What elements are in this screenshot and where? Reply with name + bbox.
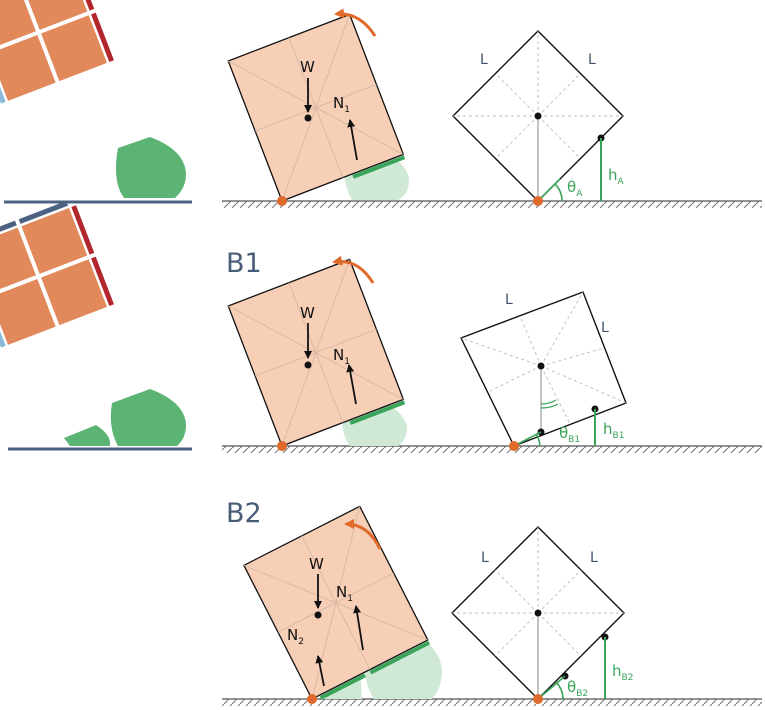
angle-arc [555, 681, 564, 700]
block-cell [0, 278, 56, 345]
rotation-arrow-icon [334, 8, 377, 37]
angle-arc [535, 433, 541, 447]
faded-green-support [344, 152, 409, 200]
left-edge-blue [0, 54, 6, 104]
pivot-point-icon [533, 694, 543, 704]
angle-leg [537, 178, 561, 202]
angle-arc [554, 183, 563, 202]
angle-arc-double [540, 403, 559, 409]
side-length-label: L [588, 52, 596, 68]
weight-label: W [300, 304, 315, 322]
block-cell [0, 0, 36, 50]
height-label: hB1 [603, 420, 624, 441]
left-edge-blue [0, 298, 6, 348]
contact-edge-green [319, 673, 366, 700]
contact-edge-green [352, 155, 406, 179]
panel-label-b2: B2 [226, 498, 262, 529]
rotation-arrow-icon [344, 519, 382, 550]
normal-force-label: N1 [333, 346, 350, 367]
panel-a-geometry: L L θA hA [452, 30, 625, 206]
angle-label: θA [567, 178, 583, 199]
square-outline [460, 291, 627, 447]
normal-force-label: N1 [336, 583, 353, 604]
weight-label: W [300, 58, 315, 76]
green-support [110, 389, 186, 446]
pivot-point-icon [277, 196, 287, 206]
normal-force-label: N1 [333, 94, 350, 115]
ground-hatch [222, 699, 762, 706]
side-length-label: L [590, 550, 598, 566]
top-edge-slate [18, 200, 69, 224]
panel-b2-free-body: W N1 N2 [222, 505, 762, 706]
center-point [534, 609, 542, 617]
top-edge-slate [0, 220, 17, 244]
side-length-label: L [481, 550, 489, 566]
normal-force-arrow [347, 119, 358, 161]
normal-force-arrow [315, 655, 325, 687]
height-label: hB2 [612, 662, 633, 683]
center-of-mass [304, 361, 312, 369]
pivot-point-icon [307, 694, 317, 704]
contact-edge-green [349, 400, 406, 425]
weight-label: W [309, 555, 324, 573]
rotation-arrow-icon [332, 255, 375, 284]
block-cell [0, 34, 56, 101]
side-length-label: L [505, 292, 513, 308]
faded-green-support [342, 402, 407, 446]
right-edge-red [71, 205, 95, 255]
block-cell [41, 259, 107, 326]
center-of-mass [304, 114, 312, 122]
ground-hatch [222, 201, 762, 208]
normal-force-arrow [346, 364, 357, 405]
panel-a-free-body: W N1 [222, 8, 762, 208]
block-cell [21, 207, 88, 274]
right-edge-red [71, 0, 95, 11]
angle-label: θB1 [559, 424, 580, 445]
angle-leg [537, 675, 566, 700]
right-edge-red [91, 256, 114, 307]
height-label: hA [608, 166, 625, 187]
green-support-small [64, 425, 110, 446]
block-cell [41, 15, 107, 82]
center-point [537, 362, 545, 370]
block-cell [21, 0, 88, 30]
pivot-point-icon [277, 441, 287, 451]
center-point [534, 112, 542, 120]
pivot-point-icon [509, 441, 519, 451]
panel-b1-free-body: W N1 [222, 255, 762, 453]
panel-b2-geometry: L L θB2 hB2 [451, 526, 633, 704]
pivot-point-icon [533, 196, 543, 206]
side-length-label: L [480, 52, 488, 68]
panel-b-block-stack [0, 200, 192, 451]
normal-force-arrow [353, 605, 364, 651]
contact-edge-green [369, 640, 431, 675]
block-cell [0, 227, 36, 294]
right-edge-red [91, 12, 114, 63]
angle-label: θB2 [567, 678, 588, 699]
panel-b1-geometry: L L θB1 hB1 [460, 291, 627, 451]
green-support [116, 137, 186, 198]
side-length-label: L [601, 320, 609, 336]
ground-hatch [222, 446, 762, 453]
angle-arc-double [540, 399, 557, 405]
center-of-mass [314, 611, 322, 619]
normal-force-label: N2 [287, 626, 304, 647]
panel-a-block-stack [0, 0, 192, 204]
panel-label-b1: B1 [226, 248, 262, 279]
